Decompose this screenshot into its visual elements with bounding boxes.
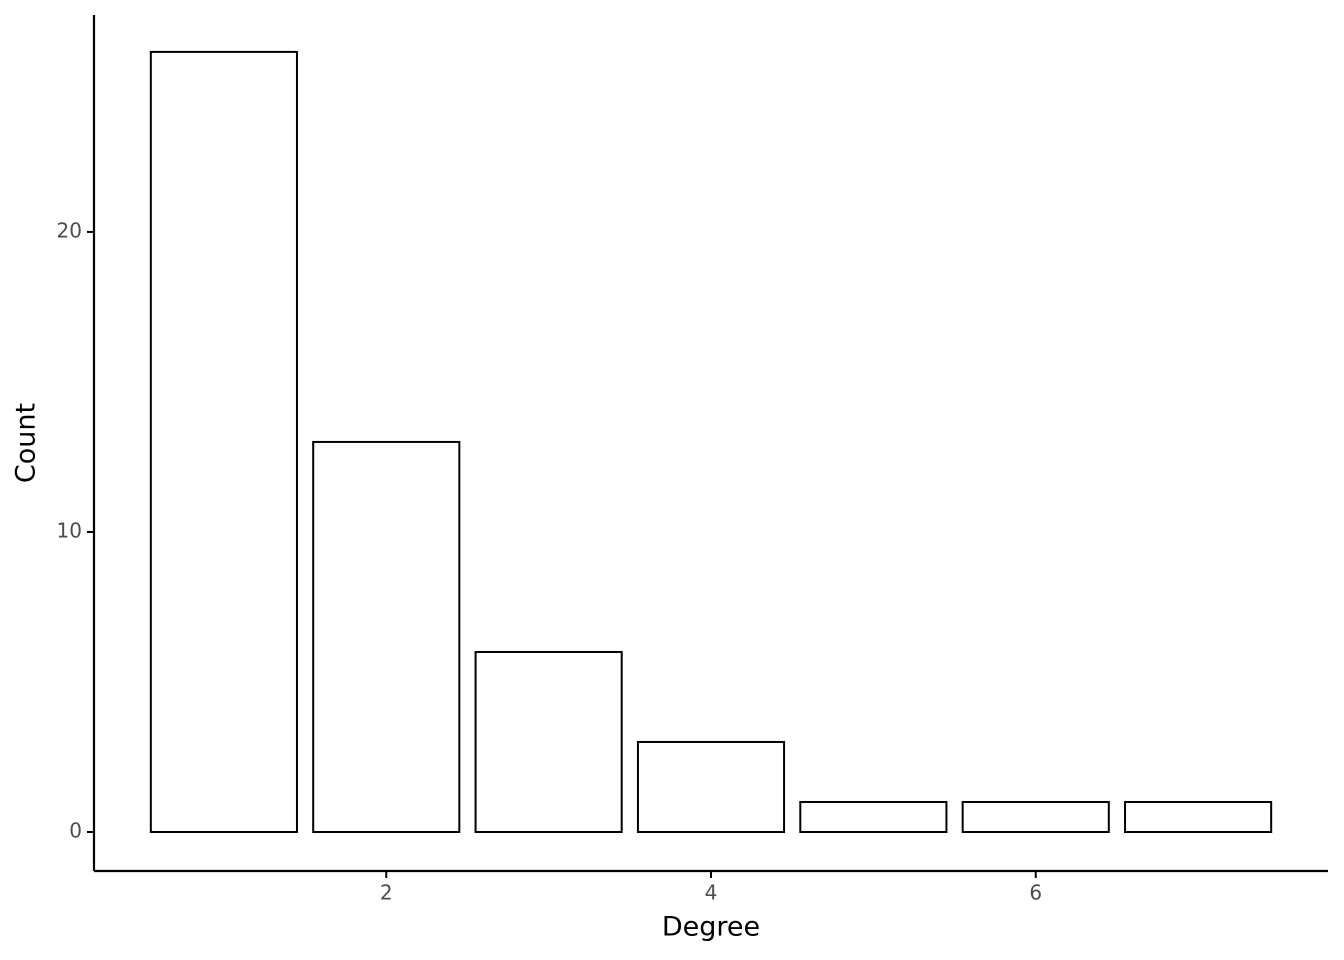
bar	[312, 440, 461, 833]
x-tick-label: 6	[1029, 881, 1042, 905]
y-tick-label: 20	[57, 218, 82, 242]
bar	[636, 740, 786, 833]
bar	[1124, 800, 1273, 833]
bar	[799, 800, 948, 833]
bar	[149, 50, 298, 833]
bar	[961, 800, 1110, 833]
x-tick-label: 2	[380, 881, 393, 905]
y-tick-label: 10	[57, 518, 82, 542]
x-tick-label: 4	[705, 881, 718, 905]
y-axis-title: Count	[11, 403, 42, 483]
x-axis-title: Degree	[662, 912, 760, 943]
bar	[474, 650, 623, 833]
y-tick-label: 0	[69, 818, 82, 842]
